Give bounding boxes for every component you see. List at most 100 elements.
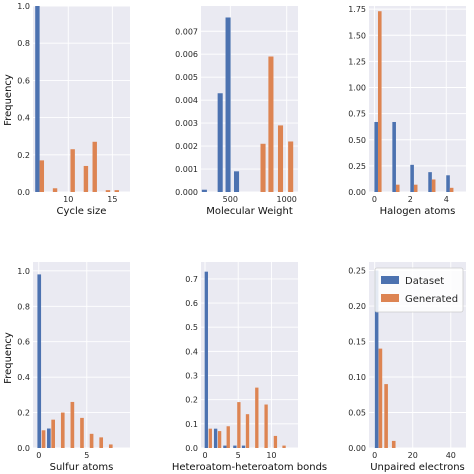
x-tick-label: 5 xyxy=(84,451,89,460)
chart-panel-2: 0.000 0.001 0.002 0.003 0.004 0.005 0.006 0.007… xyxy=(175,6,298,217)
y-tick-label: 0.0 xyxy=(185,444,198,453)
legend-swatch-generated xyxy=(381,294,399,302)
bar-generated xyxy=(80,417,84,448)
y-tick-label: 0.005 xyxy=(175,73,198,82)
y-tick-label: 0.25 xyxy=(348,267,366,276)
x-tick-label: 10 xyxy=(63,195,73,204)
bar-generated xyxy=(92,141,97,192)
bar-dataset xyxy=(233,445,237,448)
bar-dataset xyxy=(37,274,42,448)
y-tick-label: 0.25 xyxy=(348,162,366,171)
bar-dataset xyxy=(446,175,450,192)
x-axis-label: Heteroatom-heteroatom bonds xyxy=(172,462,327,473)
bar-generated xyxy=(51,419,55,448)
plot-background xyxy=(33,262,130,448)
y-tick-label: 0.6 xyxy=(185,299,198,308)
y-axis-label-row1: Frequency xyxy=(3,74,14,126)
x-tick-label: 15 xyxy=(107,195,117,204)
x-axis-label: Molecular Weight xyxy=(206,206,293,217)
bar-generated xyxy=(431,179,436,192)
x-tick-label: 4 xyxy=(444,195,449,204)
y-tick-label: 0.00 xyxy=(348,444,366,453)
x-axis-label: Unpaired electrons xyxy=(370,462,465,473)
y-tick-label: 0.05 xyxy=(348,409,366,418)
y-tick-label: 0.000 xyxy=(175,188,198,197)
y-tick-label: 0.0 xyxy=(17,444,30,453)
legend-swatch-dataset xyxy=(381,276,399,284)
y-tick-label: 0.003 xyxy=(175,119,198,128)
bar-generated xyxy=(208,428,212,448)
x-tick-label: 0 xyxy=(202,451,207,460)
y-tick-label: 0.7 xyxy=(185,275,198,284)
bar-generated xyxy=(245,414,250,448)
legend-label-generated: Generated xyxy=(405,294,458,305)
bar-generated xyxy=(273,435,278,448)
y-tick-label: 1.25 xyxy=(348,57,366,66)
bar-dataset xyxy=(241,445,246,448)
x-axis-label: Halogen atoms xyxy=(380,206,456,217)
bar-generated xyxy=(41,430,46,448)
y-tick-label: 0.002 xyxy=(175,142,198,151)
bar-generated xyxy=(105,190,111,192)
y-tick-label: 0.00 xyxy=(348,188,366,197)
y-tick-label: 0.001 xyxy=(175,165,198,174)
bar-dataset xyxy=(217,93,223,192)
x-tick-label: 1000 xyxy=(277,195,297,204)
y-tick-label: 0.5 xyxy=(185,323,198,332)
x-axis-label: Cycle size xyxy=(57,206,107,217)
bar-generated xyxy=(282,445,286,448)
bar-dataset xyxy=(47,428,51,448)
bar-dataset xyxy=(35,6,40,192)
bar-generated xyxy=(449,187,454,192)
bar-dataset xyxy=(213,428,218,448)
bar-dataset xyxy=(374,270,379,448)
chart-panel-5: 0.0 0.1 0.2 0.3 0.4 0.5 0.6 0.7 0 5 10 Heteroatom-h… xyxy=(172,262,327,473)
bar-dataset xyxy=(201,189,207,192)
bar-generated xyxy=(60,412,65,448)
x-tick-label: 0 xyxy=(372,195,377,204)
bar-generated xyxy=(89,433,94,448)
y-tick-label: 1.75 xyxy=(348,5,366,14)
y-tick-label: 0.50 xyxy=(348,136,366,145)
x-tick-label: 2 xyxy=(408,195,413,204)
bar-generated xyxy=(378,348,383,448)
bar-generated xyxy=(264,404,268,448)
bar-generated xyxy=(268,56,274,192)
bar-generated xyxy=(52,188,58,192)
y-tick-label: 0.4 xyxy=(185,347,198,356)
bar-dataset xyxy=(204,271,208,448)
y-tick-label: 0.6 xyxy=(17,338,30,347)
y-tick-label: 0.4 xyxy=(17,114,30,123)
bar-dataset xyxy=(233,171,240,192)
x-tick-label: 5 xyxy=(236,451,241,460)
x-tick-label: 20 xyxy=(408,451,418,460)
y-tick-label: 0.006 xyxy=(175,50,198,59)
legend-label-dataset: Dataset xyxy=(405,276,444,287)
y-tick-label: 1.0 xyxy=(17,2,30,11)
bar-generated xyxy=(70,149,75,192)
y-tick-label: 0.3 xyxy=(185,372,198,381)
y-tick-label: 0.4 xyxy=(17,373,30,382)
y-tick-label: 0.15 xyxy=(348,338,366,347)
y-tick-label: 0.007 xyxy=(175,27,198,36)
bar-generated xyxy=(99,437,104,448)
plot-background xyxy=(201,262,298,448)
x-tick-label: 0 xyxy=(372,451,377,460)
y-tick-label: 0.0 xyxy=(17,188,30,197)
y-tick-label: 0.10 xyxy=(348,373,366,382)
y-axis-label-row2: Frequency xyxy=(3,332,14,384)
y-tick-label: 1.50 xyxy=(348,31,366,40)
bar-dataset xyxy=(410,164,414,192)
bar-generated xyxy=(217,431,222,448)
bar-generated xyxy=(108,444,113,448)
bar-generated xyxy=(391,440,396,448)
x-tick-label: 0 xyxy=(36,451,41,460)
y-tick-label: 0.2 xyxy=(17,409,30,418)
bar-generated xyxy=(260,143,266,192)
y-tick-label: 0.8 xyxy=(17,302,30,311)
plot-background xyxy=(201,6,298,192)
bar-generated xyxy=(83,165,89,192)
